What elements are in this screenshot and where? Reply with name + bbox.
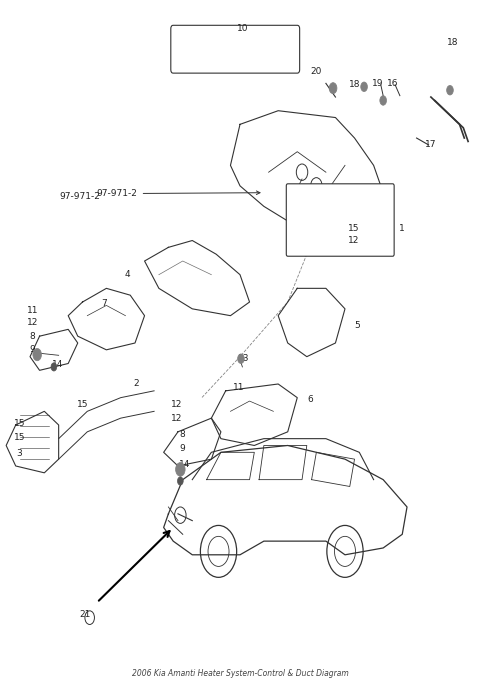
Text: 15: 15: [14, 433, 25, 442]
Text: 8: 8: [179, 430, 185, 439]
Text: 2: 2: [133, 379, 139, 388]
Circle shape: [178, 477, 183, 485]
Text: 19: 19: [372, 79, 383, 88]
Text: 13: 13: [238, 354, 249, 363]
Text: 15: 15: [77, 400, 88, 409]
Text: 12: 12: [171, 414, 183, 423]
Circle shape: [176, 462, 185, 476]
Text: 14: 14: [51, 360, 63, 369]
Text: 9: 9: [179, 444, 185, 453]
Text: 8: 8: [30, 331, 36, 341]
Text: 11: 11: [233, 383, 245, 392]
Text: 9: 9: [30, 345, 36, 355]
Text: 5: 5: [354, 322, 360, 331]
FancyBboxPatch shape: [286, 184, 394, 257]
Text: 21: 21: [79, 610, 91, 619]
Text: 17: 17: [425, 141, 437, 150]
Text: 1: 1: [399, 224, 405, 233]
FancyBboxPatch shape: [171, 25, 300, 73]
Text: 12: 12: [348, 236, 359, 245]
Text: 97-971-2: 97-971-2: [97, 189, 260, 198]
Text: 15: 15: [348, 224, 360, 233]
Text: 20: 20: [311, 67, 322, 76]
Text: 2006 Kia Amanti Heater System-Control & Duct Diagram: 2006 Kia Amanti Heater System-Control & …: [132, 669, 348, 678]
Text: 18: 18: [446, 38, 458, 47]
Circle shape: [361, 82, 367, 91]
Text: 97-971-2: 97-971-2: [60, 191, 101, 200]
Circle shape: [446, 86, 453, 95]
Text: 18: 18: [349, 80, 360, 89]
Text: 16: 16: [387, 79, 398, 88]
Circle shape: [51, 363, 57, 371]
Text: 15: 15: [14, 419, 25, 428]
Text: 4: 4: [125, 270, 131, 279]
Text: 6: 6: [307, 395, 313, 404]
Text: 7: 7: [101, 299, 107, 308]
Text: 12: 12: [171, 400, 183, 409]
Text: 10: 10: [237, 24, 248, 33]
Circle shape: [329, 83, 337, 93]
Circle shape: [380, 95, 386, 105]
Text: 11: 11: [27, 306, 38, 315]
Text: 12: 12: [27, 318, 38, 327]
Text: 14: 14: [180, 460, 191, 469]
Text: 3: 3: [17, 449, 23, 458]
Circle shape: [33, 348, 41, 361]
Circle shape: [238, 354, 244, 364]
